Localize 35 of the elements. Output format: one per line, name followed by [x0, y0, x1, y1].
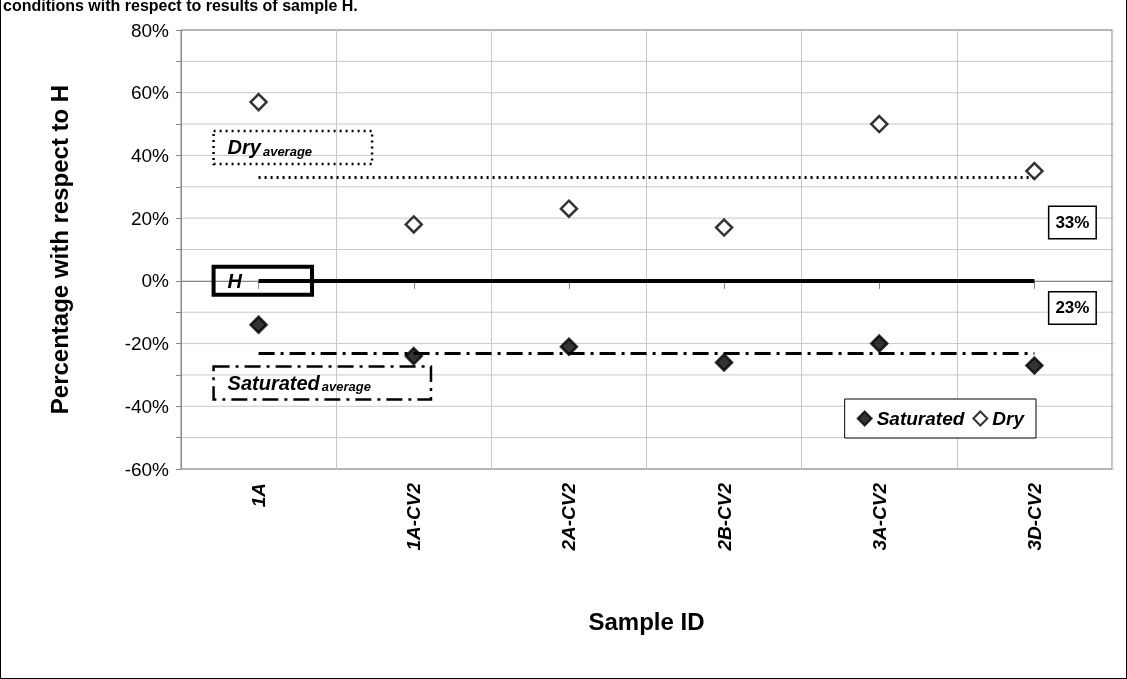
point	[404, 215, 423, 234]
x-tick-label: 1A-CV2	[403, 482, 425, 551]
point	[1025, 161, 1044, 181]
x-tick-label: 3A-CV2	[868, 482, 890, 551]
y-tick-label: -60%	[124, 458, 170, 480]
point	[559, 337, 579, 356]
x-axis-title: Sample ID	[588, 607, 705, 635]
annotation: 23%	[1055, 298, 1090, 318]
legend-label: Dry	[992, 408, 1026, 429]
x-tick-label: 2A-CV2	[558, 482, 580, 552]
point	[870, 114, 889, 134]
ref-line-label: Saturatedaverage	[227, 371, 371, 395]
point	[249, 92, 268, 112]
point	[870, 334, 889, 353]
y-tick-label: 20%	[130, 207, 170, 229]
y-tick-label: 0%	[141, 270, 170, 292]
y-tick-label: 40%	[130, 144, 170, 166]
y-tick-label: -20%	[124, 333, 170, 355]
point	[714, 353, 734, 372]
ref-line-label: Dryaverage	[227, 136, 313, 159]
annotation: 33%	[1055, 212, 1090, 232]
point	[249, 315, 268, 335]
legend-label: Saturated	[876, 408, 965, 429]
ref-line-label: H	[227, 269, 243, 292]
y-tick-label: 80%	[130, 19, 170, 41]
x-tick-label: 2B-CV2	[713, 482, 735, 552]
point	[404, 346, 423, 366]
y-tick-label: 60%	[130, 82, 170, 104]
x-tick-label: 1A	[248, 483, 270, 508]
x-tick-label: 3D-CV2	[1023, 482, 1045, 551]
y-tick-label: -40%	[124, 395, 170, 417]
point	[559, 199, 579, 218]
point	[1025, 356, 1044, 375]
point	[714, 218, 734, 237]
y-axis-title: Percentage with respect to H	[45, 84, 73, 415]
